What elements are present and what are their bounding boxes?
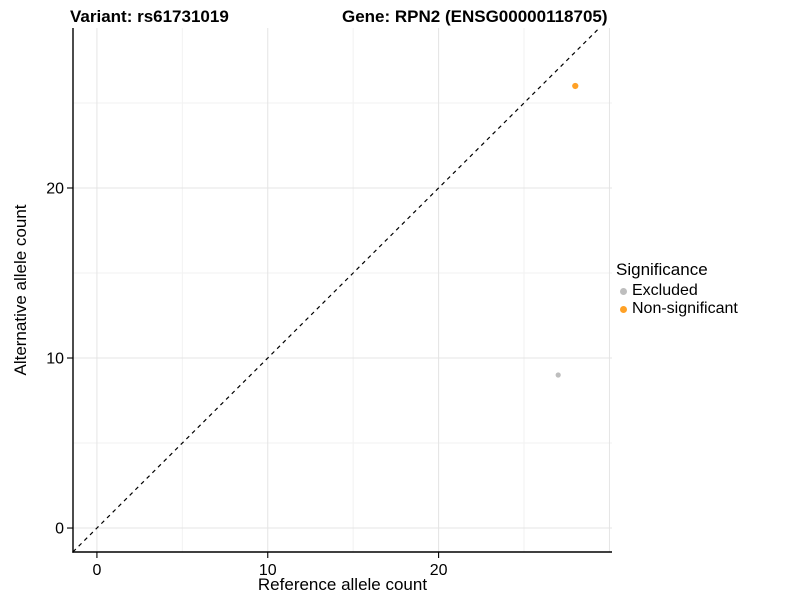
legend: Significance Excluded Non-significant xyxy=(616,260,738,318)
data-point-excluded xyxy=(555,372,561,378)
identity-dashed-line xyxy=(72,27,600,553)
y-axis-title: Alternative allele count xyxy=(11,204,30,376)
plot-title-variant: Variant: rs61731019 xyxy=(70,7,229,26)
legend-items: Excluded Non-significant xyxy=(616,282,738,318)
x-tick-label: 10 xyxy=(259,562,277,579)
x-tick-label: 20 xyxy=(430,562,448,579)
y-tick-label: 10 xyxy=(46,351,64,368)
legend-item: Non-significant xyxy=(616,300,738,318)
x-tick-label: 0 xyxy=(92,562,101,579)
y-tick-label: 0 xyxy=(55,521,64,538)
y-tick-label: 20 xyxy=(46,180,64,197)
legend-item-label: Excluded xyxy=(632,282,698,299)
legend-dot-icon xyxy=(620,305,627,313)
legend-item: Excluded xyxy=(616,282,738,300)
data-point-non-significant xyxy=(572,82,579,90)
legend-dot-icon xyxy=(620,287,627,295)
x-axis-title: Reference allele count xyxy=(257,575,428,594)
legend-item-label: Non-significant xyxy=(632,300,738,317)
plot-title-gene: Gene: RPN2 (ENSG00000118705) xyxy=(342,7,608,26)
legend-title: Significance xyxy=(616,260,708,279)
